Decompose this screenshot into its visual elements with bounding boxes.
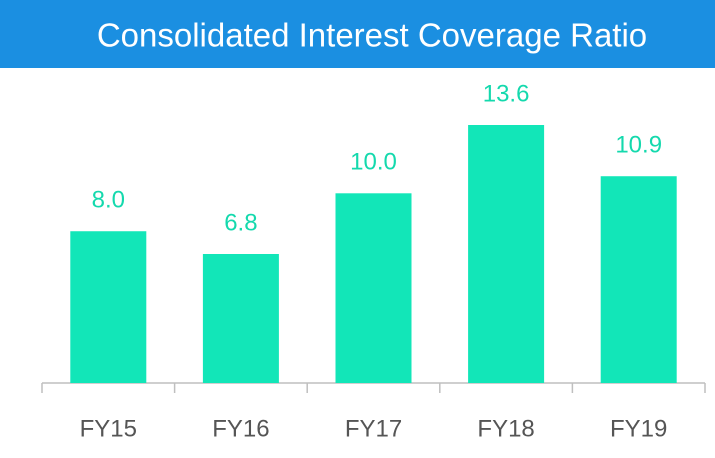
value-label: 6.8 — [224, 209, 257, 236]
chart-title: Consolidated Interest Coverage Ratio — [97, 17, 647, 54]
value-label: 10.0 — [350, 149, 397, 176]
x-tick-label: FY16 — [212, 415, 269, 442]
bar — [335, 193, 412, 383]
x-tick-label: FY19 — [610, 415, 667, 442]
value-label: 8.0 — [92, 187, 125, 214]
title-banner — [0, 0, 715, 68]
bar — [468, 125, 545, 383]
value-label: 13.6 — [483, 80, 530, 107]
bar — [600, 176, 677, 383]
bar — [202, 254, 279, 383]
value-label: 10.9 — [615, 132, 662, 159]
x-tick-label: FY18 — [477, 415, 534, 442]
x-tick-label: FY17 — [345, 415, 402, 442]
bar — [70, 231, 147, 383]
x-tick-label: FY15 — [80, 415, 137, 442]
